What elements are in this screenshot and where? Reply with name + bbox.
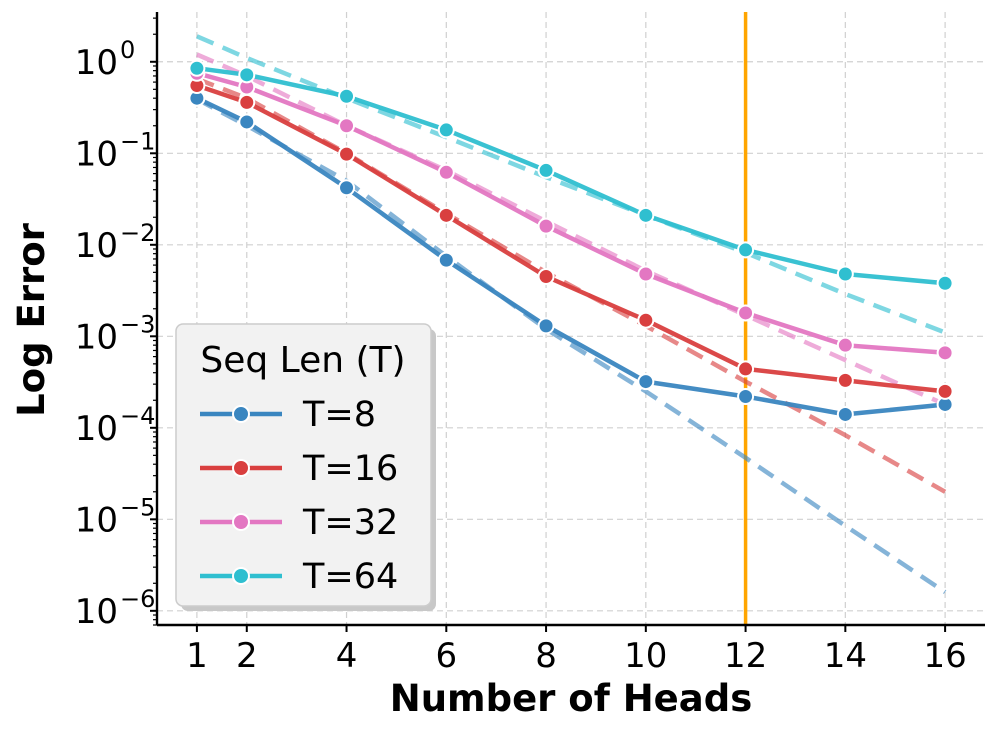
- data-point: [238, 66, 256, 84]
- series-lines: [188, 59, 954, 423]
- legend-entry-t-64: T=64: [200, 557, 398, 597]
- legend: Seq Len (T) T=8 T=16 T=32 T=64: [175, 323, 436, 611]
- x-tick-label: 12: [724, 636, 767, 676]
- data-point: [537, 161, 555, 179]
- data-point: [338, 145, 356, 163]
- legend-box: [175, 323, 432, 607]
- data-point: [836, 405, 854, 423]
- data-point: [936, 344, 954, 362]
- legend-marker: [232, 405, 250, 423]
- data-point: [437, 206, 455, 224]
- y-tick-label: 10: [75, 409, 118, 449]
- data-point: [637, 206, 655, 224]
- y-tick-label: 10: [75, 43, 118, 83]
- y-tick-label: 10: [75, 592, 118, 632]
- series-t-16: [188, 77, 954, 400]
- data-point: [437, 251, 455, 269]
- x-tick-label: 10: [624, 636, 667, 676]
- data-point: [637, 265, 655, 283]
- y-tick-exponent: −2: [120, 219, 155, 247]
- data-point: [537, 317, 555, 335]
- x-tick-label: 4: [336, 636, 358, 676]
- y-tick-exponent: 0: [120, 36, 135, 64]
- y-tick-label: 10: [75, 500, 118, 540]
- data-point: [836, 371, 854, 389]
- data-point: [537, 268, 555, 286]
- y-tick-exponent: −1: [120, 127, 155, 155]
- data-point: [238, 113, 256, 131]
- data-point: [936, 382, 954, 400]
- y-tick-label: 10: [75, 226, 118, 266]
- legend-marker: [232, 567, 250, 585]
- data-point: [637, 311, 655, 329]
- y-tick-label: 10: [75, 134, 118, 174]
- x-tick-label: 2: [236, 636, 258, 676]
- series-line: [196, 65, 946, 286]
- data-point: [437, 121, 455, 139]
- data-point: [238, 93, 256, 111]
- y-tick-exponent: −4: [120, 402, 155, 430]
- axes: [155, 12, 985, 627]
- data-point: [338, 179, 356, 197]
- legend-label: T=16: [302, 449, 398, 489]
- data-point: [737, 387, 755, 405]
- x-tick-label: 14: [824, 636, 867, 676]
- legend-entry-t-32: T=32: [200, 503, 398, 543]
- series-t-8: [188, 89, 954, 423]
- data-point: [338, 117, 356, 135]
- legend-entry-t-16: T=16: [200, 449, 398, 489]
- series-line: [196, 71, 946, 356]
- legend-marker: [232, 459, 250, 477]
- legend-label: T=32: [302, 503, 398, 543]
- x-tick-label: 16: [923, 636, 966, 676]
- series-t-64: [188, 59, 954, 292]
- y-tick-exponent: −3: [120, 310, 155, 338]
- x-axis-title: Number of Heads: [390, 677, 753, 720]
- data-point: [836, 265, 854, 283]
- data-point: [437, 163, 455, 181]
- x-tick-label: 6: [435, 636, 457, 676]
- data-point: [836, 336, 854, 354]
- data-point: [737, 304, 755, 322]
- legend-label: T=64: [302, 557, 398, 597]
- series-t-32: [188, 64, 954, 362]
- legend-title: Seq Len (T): [200, 340, 405, 381]
- y-tick-exponent: −5: [120, 493, 155, 521]
- data-point: [188, 59, 206, 77]
- data-point: [338, 87, 356, 105]
- data-point: [537, 217, 555, 235]
- y-axis-title: Log Error: [10, 222, 53, 417]
- x-tick-label: 1: [186, 636, 208, 676]
- legend-entry-t-8: T=8: [200, 395, 376, 435]
- legend-marker: [232, 513, 250, 531]
- legend-label: T=8: [302, 395, 376, 435]
- x-tick-label: 8: [535, 636, 557, 676]
- data-point: [737, 360, 755, 378]
- data-point: [737, 241, 755, 259]
- y-tick-exponent: −6: [120, 585, 155, 613]
- y-tick-label: 10: [75, 317, 118, 357]
- data-point: [936, 274, 954, 292]
- fit-line-t-32: [196, 52, 947, 407]
- data-point: [637, 373, 655, 391]
